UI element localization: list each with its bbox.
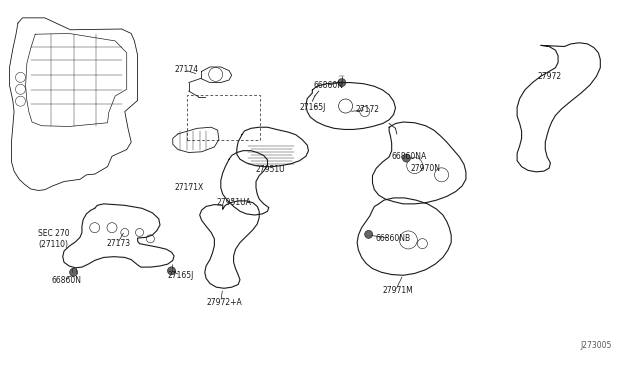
Circle shape <box>168 267 175 275</box>
Text: 27172: 27172 <box>356 105 380 114</box>
Text: 27971M: 27971M <box>383 286 413 295</box>
Text: 27972: 27972 <box>538 72 562 81</box>
Text: SEC 270
(27110): SEC 270 (27110) <box>38 229 70 248</box>
Text: 27951UA: 27951UA <box>216 198 251 207</box>
Circle shape <box>403 154 410 162</box>
Text: 27171X: 27171X <box>174 183 204 192</box>
Text: 66860N: 66860N <box>314 81 344 90</box>
Circle shape <box>70 268 77 276</box>
Text: 27165J: 27165J <box>300 103 326 112</box>
Text: 27165J: 27165J <box>168 271 194 280</box>
Text: 27951U: 27951U <box>256 165 285 174</box>
Text: 27972+A: 27972+A <box>206 298 242 307</box>
Circle shape <box>365 230 372 238</box>
Bar <box>187 95 260 140</box>
Text: 27174: 27174 <box>174 65 198 74</box>
Text: 66860NA: 66860NA <box>392 152 427 161</box>
Circle shape <box>338 78 346 87</box>
Text: 27173: 27173 <box>107 239 131 248</box>
Text: 27970N: 27970N <box>411 164 441 173</box>
Text: 66860N: 66860N <box>51 276 81 285</box>
Text: 66860NB: 66860NB <box>376 234 411 243</box>
Text: J273005: J273005 <box>580 341 612 350</box>
